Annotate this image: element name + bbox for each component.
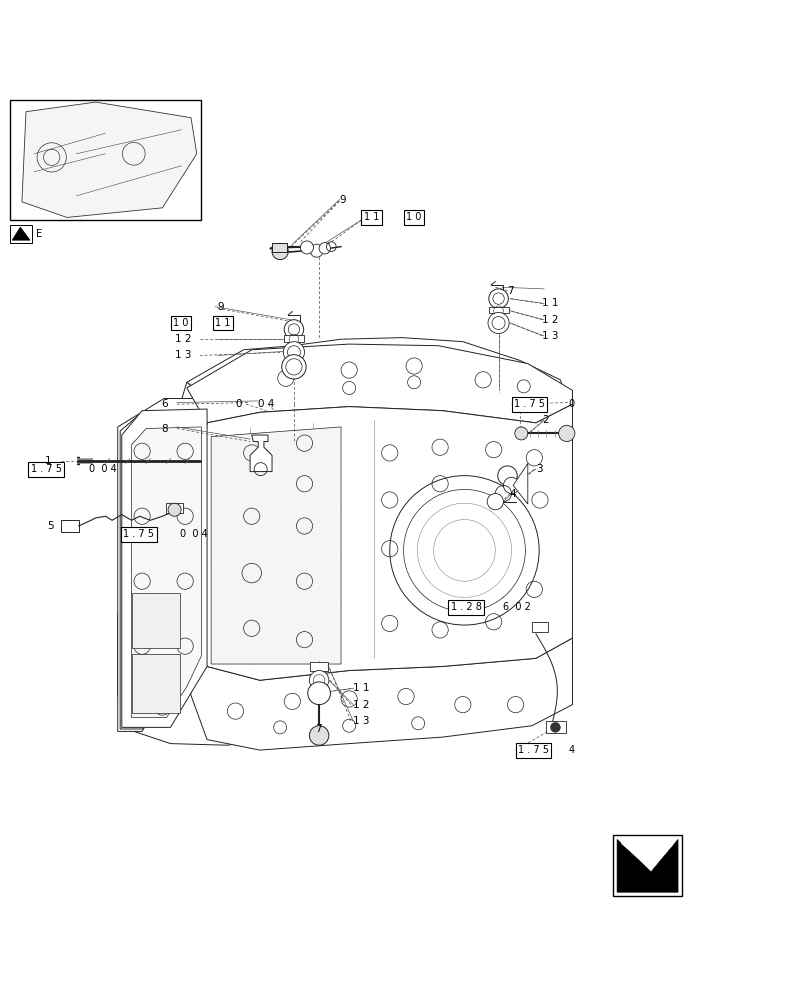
Text: 1 0: 1 0 [173, 318, 188, 328]
Circle shape [309, 671, 328, 690]
Polygon shape [187, 338, 568, 420]
Text: 9: 9 [339, 195, 345, 205]
Text: 0: 0 [568, 399, 574, 409]
Polygon shape [118, 398, 204, 731]
Text: E: E [36, 229, 42, 239]
Bar [284, 335, 304, 342]
Circle shape [514, 427, 527, 440]
Text: 1 2: 1 2 [542, 315, 558, 325]
Text: 1 3: 1 3 [174, 350, 191, 360]
Text: 0  0 4: 0 0 4 [180, 529, 208, 539]
Circle shape [403, 489, 525, 611]
Circle shape [487, 494, 503, 510]
Text: 1 1: 1 1 [542, 298, 558, 308]
Polygon shape [341, 401, 568, 654]
Polygon shape [122, 409, 207, 727]
Text: 0  0 4: 0 0 4 [89, 464, 117, 474]
Text: 1 . 7 5: 1 . 7 5 [517, 745, 548, 755]
Text: 1 1: 1 1 [363, 212, 379, 222]
Polygon shape [22, 102, 196, 217]
Bar [310, 662, 328, 671]
Text: 8: 8 [161, 424, 167, 434]
Bar [131, 654, 180, 713]
Text: 9: 9 [217, 302, 224, 312]
Circle shape [389, 476, 539, 625]
Bar [166, 503, 182, 513]
Polygon shape [118, 537, 134, 731]
Polygon shape [191, 618, 572, 750]
Circle shape [497, 466, 517, 485]
Text: 1 0: 1 0 [406, 212, 421, 222]
Polygon shape [118, 589, 568, 745]
Circle shape [309, 726, 328, 745]
Circle shape [307, 682, 330, 705]
Bar [272, 243, 286, 252]
Polygon shape [120, 420, 162, 727]
Text: 1 . 2 8: 1 . 2 8 [450, 602, 481, 612]
Circle shape [487, 312, 508, 334]
Polygon shape [131, 427, 201, 718]
Circle shape [310, 244, 323, 257]
Polygon shape [118, 382, 341, 687]
Circle shape [283, 342, 304, 363]
Bar [545, 721, 565, 733]
Text: 1 . 7 5: 1 . 7 5 [513, 399, 544, 409]
Text: 7: 7 [315, 724, 321, 734]
Polygon shape [191, 404, 572, 680]
Polygon shape [12, 227, 30, 240]
Bar [131, 593, 180, 648]
Bar [61, 520, 79, 532]
Text: 0 4: 0 4 [258, 399, 274, 409]
Bar [612, 835, 681, 896]
Circle shape [503, 477, 519, 494]
Text: 1 2: 1 2 [174, 334, 191, 344]
Circle shape [168, 503, 181, 516]
Bar [10, 225, 32, 243]
Circle shape [272, 243, 288, 260]
Text: 1 1: 1 1 [353, 683, 369, 693]
Polygon shape [120, 411, 204, 729]
Polygon shape [120, 403, 199, 729]
Bar [488, 307, 508, 313]
Polygon shape [187, 344, 572, 423]
Text: 7: 7 [507, 286, 513, 296]
Text: 6: 6 [161, 399, 167, 409]
Text: 1: 1 [45, 456, 51, 466]
Polygon shape [513, 463, 527, 504]
Circle shape [300, 241, 313, 254]
Bar [10, 100, 200, 220]
Polygon shape [620, 843, 673, 869]
Text: 1 3: 1 3 [542, 331, 558, 341]
Polygon shape [211, 427, 341, 664]
Text: 6  0 2: 6 0 2 [503, 602, 530, 612]
Circle shape [319, 243, 330, 254]
Polygon shape [616, 839, 677, 892]
Text: 1 . 7 5: 1 . 7 5 [31, 464, 62, 474]
Circle shape [550, 722, 560, 732]
Text: 4: 4 [568, 745, 574, 755]
Text: 1 3: 1 3 [353, 716, 369, 726]
Text: 4: 4 [509, 489, 516, 499]
Polygon shape [250, 435, 272, 472]
Text: 3: 3 [535, 464, 542, 474]
Circle shape [281, 355, 306, 379]
Text: 0: 0 [235, 399, 242, 409]
Circle shape [558, 425, 574, 442]
Text: 5: 5 [47, 521, 54, 531]
Text: 1 . 7 5: 1 . 7 5 [123, 529, 154, 539]
Polygon shape [126, 412, 201, 726]
Text: 1 1: 1 1 [215, 318, 230, 328]
Circle shape [488, 289, 508, 308]
Text: 2: 2 [542, 415, 548, 425]
Circle shape [284, 320, 303, 339]
Text: 1 2: 1 2 [353, 700, 369, 710]
Bar [531, 622, 547, 632]
